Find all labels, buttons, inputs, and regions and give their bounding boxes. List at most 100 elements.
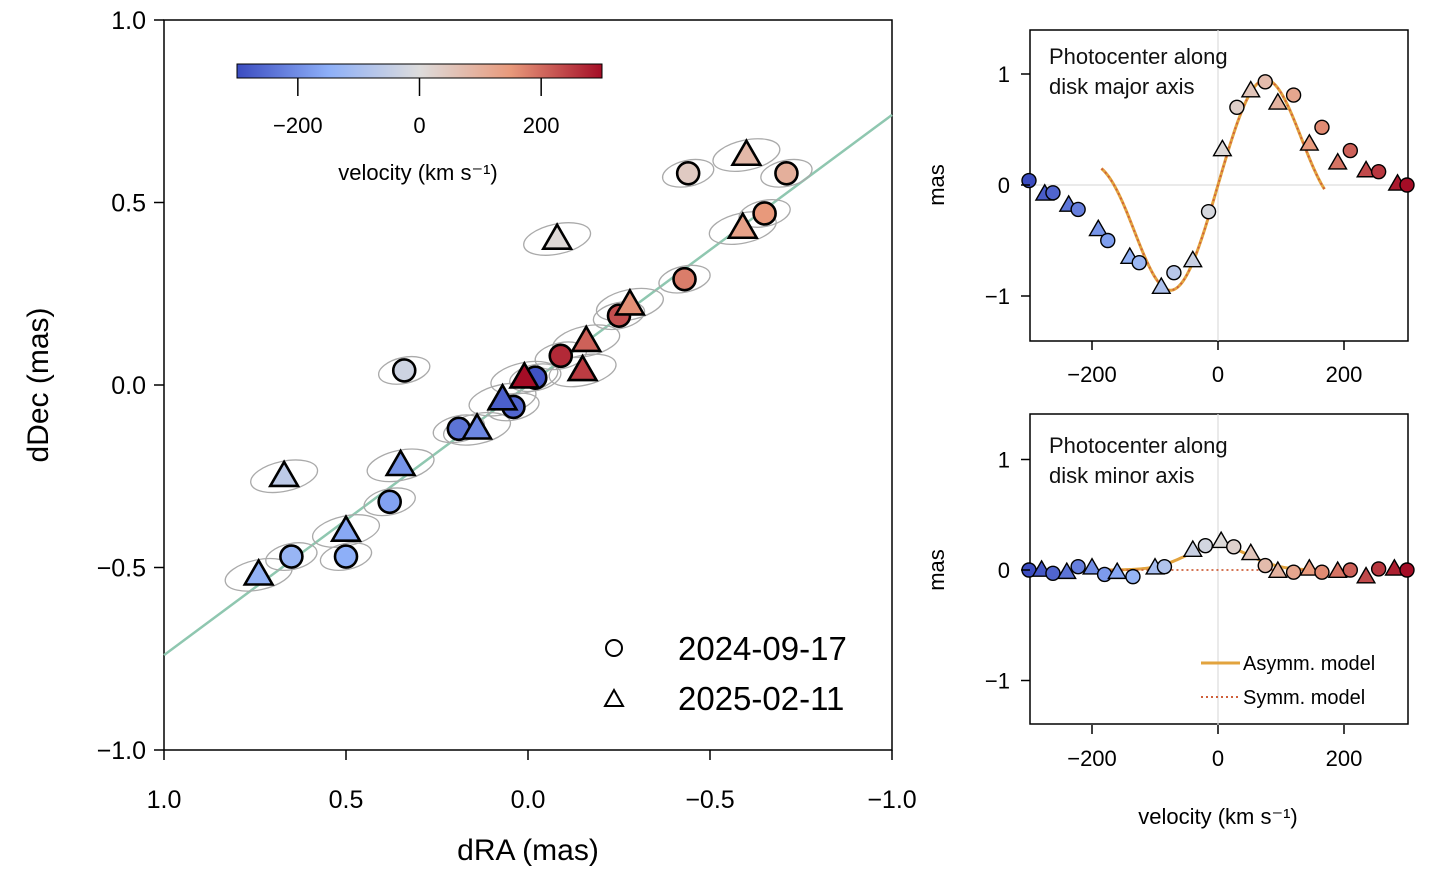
data-point-circle <box>548 343 574 369</box>
major-title-line2: disk major axis <box>1049 74 1194 99</box>
legend-circle-marker <box>605 639 623 657</box>
error-ellipse <box>250 459 319 494</box>
minor-points <box>1021 530 1415 585</box>
data-point-triangle <box>1240 80 1261 98</box>
data-point-circle <box>672 266 697 292</box>
x-tick-label: −200 <box>1067 362 1117 387</box>
error-ellipse <box>442 411 512 446</box>
major-axis-panel: −200 0 200 1 0 −1 Photocenter along disk majo… <box>924 29 1415 387</box>
data-point-triangle <box>1056 561 1077 580</box>
data-point-triangle <box>460 411 494 440</box>
data-point-circle <box>1125 568 1141 585</box>
error-ellipses <box>224 138 813 592</box>
data-point-triangle <box>268 459 301 488</box>
data-point-triangle <box>1356 566 1377 584</box>
y-tick-label: 0.5 <box>111 190 146 218</box>
data-point-triangle <box>508 360 541 389</box>
data-point-circle <box>1314 564 1330 580</box>
colorbar-tick-label: −200 <box>273 113 323 138</box>
data-point-triangle <box>1267 92 1288 110</box>
data-point-circle <box>1285 87 1302 103</box>
error-ellipse <box>712 138 781 172</box>
data-point-triangle <box>1267 560 1288 578</box>
x-tick-label: 200 <box>1326 362 1363 387</box>
data-point-circle <box>1021 172 1037 189</box>
data-point-triangle <box>570 324 603 353</box>
error-ellipse <box>592 301 646 331</box>
y-tick-label: 0 <box>998 558 1010 583</box>
data-point-circle <box>1370 163 1387 180</box>
error-ellipse <box>523 222 592 256</box>
data-point-triangle <box>1299 133 1320 151</box>
y-tick-label: 0 <box>998 173 1010 198</box>
minor-title-line1: Photocenter along <box>1049 433 1228 458</box>
data-point-triangle <box>1088 218 1109 237</box>
data-point-circle <box>1229 99 1245 116</box>
x-tick-label: 0.0 <box>511 786 546 814</box>
data-point-circle <box>1342 142 1359 159</box>
major-ylabel: mas <box>924 164 949 206</box>
major-points <box>1021 74 1415 294</box>
data-point-triangle <box>1384 558 1405 576</box>
data-point-circle <box>1045 565 1061 582</box>
error-ellipse <box>708 211 777 245</box>
data-point-circle <box>675 161 701 186</box>
colorbar-tick-label: 0 <box>413 113 425 138</box>
data-point-circle <box>391 358 417 383</box>
data-point-circle <box>1342 562 1359 578</box>
data-point-triangle <box>1107 561 1128 580</box>
error-ellipse <box>378 355 431 385</box>
minor-axis-panel: −200 0 200 1 0 −1 Photocenter along disk mino… <box>924 413 1415 829</box>
major-model-curves <box>1100 78 1326 292</box>
error-ellipse <box>490 360 559 395</box>
legend-asymm-label: Asymm. model <box>1243 653 1375 675</box>
legend-label-date2: 2025-02-11 <box>678 680 844 717</box>
data-point-circle <box>1070 558 1086 575</box>
error-ellipse <box>595 287 664 322</box>
error-ellipse <box>265 542 318 572</box>
data-point-triangle <box>1327 152 1348 170</box>
data-point-circle <box>333 544 359 569</box>
data-point-triangle <box>329 514 363 543</box>
major-title-line1: Photocenter along <box>1049 44 1228 69</box>
main-points <box>242 138 799 586</box>
data-point-triangle <box>384 448 417 477</box>
y-tick-label: 1 <box>998 62 1010 87</box>
x-tick-label: 200 <box>1326 746 1363 771</box>
data-point-triangle <box>1212 138 1233 157</box>
minor-title-line2: disk minor axis <box>1049 463 1194 488</box>
data-point-circle <box>1399 177 1415 193</box>
colorbar <box>236 63 603 79</box>
x-tick-label: 0 <box>1212 362 1224 387</box>
x-tick-label: −200 <box>1067 746 1117 771</box>
data-point-triangle <box>1182 539 1203 557</box>
y-tick-label: −1.0 <box>97 737 146 765</box>
legend-label-date1: 2024-09-17 <box>678 630 847 667</box>
error-ellipse <box>432 414 486 444</box>
data-point-circle <box>1226 539 1242 555</box>
data-point-circle <box>1100 232 1116 249</box>
data-point-circle <box>774 161 799 186</box>
y-tick-label: −0.5 <box>97 555 146 583</box>
y-tick-label: 1 <box>998 448 1010 473</box>
data-point-circle <box>1200 203 1217 220</box>
legend-symm-label: Symm. model <box>1243 687 1365 709</box>
data-point-triangle <box>1240 542 1261 561</box>
error-ellipse <box>661 158 715 188</box>
minor-ylabel: mas <box>924 549 949 591</box>
major-axes: −200 0 200 1 0 −1 <box>985 62 1362 387</box>
data-point-circle <box>1156 558 1173 575</box>
error-ellipse <box>760 158 813 188</box>
data-point-circle <box>1131 255 1147 271</box>
data-point-triangle <box>1081 557 1103 575</box>
data-point-triangle <box>1151 276 1172 294</box>
error-ellipse <box>658 264 711 294</box>
asymm-model-curve <box>1100 78 1326 292</box>
data-point-circle <box>1166 264 1182 281</box>
x-tick-label: −0.5 <box>685 786 734 814</box>
data-point-triangle <box>1299 558 1320 576</box>
minor-xlabel: velocity (km s⁻¹) <box>1138 804 1298 829</box>
y-tick-label: −1 <box>985 669 1010 694</box>
x-tick-label: 1.0 <box>147 786 182 814</box>
